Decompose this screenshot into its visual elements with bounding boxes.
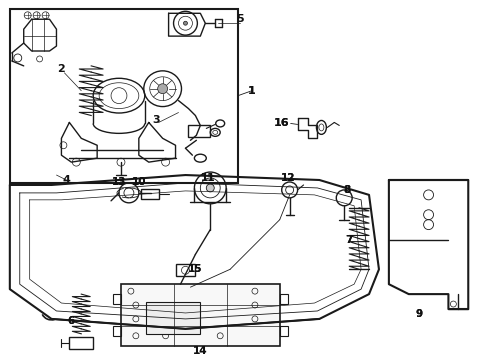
Text: 16: 16 xyxy=(274,118,290,129)
Text: 14: 14 xyxy=(193,346,208,356)
Text: 15: 15 xyxy=(188,264,203,274)
Text: 10: 10 xyxy=(132,177,146,187)
Text: 5: 5 xyxy=(236,14,244,24)
Circle shape xyxy=(183,21,188,25)
Text: 6: 6 xyxy=(68,316,75,326)
Circle shape xyxy=(158,84,168,94)
Text: 6: 6 xyxy=(68,316,75,326)
Text: 8: 8 xyxy=(343,185,351,195)
Bar xyxy=(10,9,238,183)
Text: 4: 4 xyxy=(62,175,71,185)
Bar xyxy=(70,337,93,349)
Text: 12: 12 xyxy=(280,173,295,183)
Text: 8: 8 xyxy=(343,185,351,195)
Text: 10: 10 xyxy=(132,177,146,187)
Circle shape xyxy=(206,184,214,192)
Text: 11: 11 xyxy=(201,173,216,183)
Text: 9: 9 xyxy=(415,309,422,319)
Text: 11: 11 xyxy=(201,173,216,183)
Text: 15: 15 xyxy=(188,264,203,274)
Text: 16: 16 xyxy=(274,118,290,129)
Text: 7: 7 xyxy=(345,234,353,244)
Bar xyxy=(146,302,200,334)
Bar xyxy=(113,326,121,336)
Bar xyxy=(141,189,159,199)
Text: 9: 9 xyxy=(415,309,422,319)
Bar xyxy=(113,294,121,304)
Bar xyxy=(189,125,210,137)
Text: 12: 12 xyxy=(280,173,295,183)
Text: 1: 1 xyxy=(248,86,256,96)
Bar xyxy=(121,284,280,346)
Text: 13: 13 xyxy=(112,177,126,187)
Bar xyxy=(280,294,288,304)
Text: 2: 2 xyxy=(57,64,65,74)
Text: 1: 1 xyxy=(248,86,256,96)
Text: 7: 7 xyxy=(345,234,353,244)
Text: 13: 13 xyxy=(112,177,126,187)
Bar xyxy=(175,264,196,276)
Bar xyxy=(280,326,288,336)
Text: 14: 14 xyxy=(193,346,208,356)
Text: 3: 3 xyxy=(152,116,160,126)
